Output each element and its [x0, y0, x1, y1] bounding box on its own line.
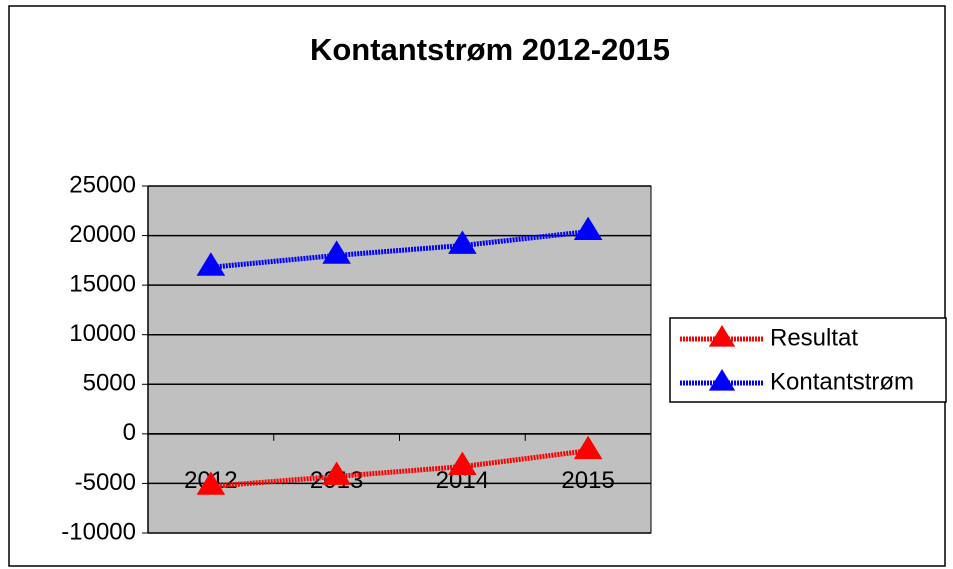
point-marker — [196, 471, 226, 495]
series-line — [210, 448, 589, 489]
y-tick-label: 5000 — [83, 370, 136, 397]
point-marker — [573, 435, 603, 460]
y-tick-label: 15000 — [69, 270, 136, 297]
y-tick-label: 20000 — [69, 221, 136, 248]
y-tick-label: 10000 — [69, 320, 136, 347]
series-line — [210, 229, 589, 270]
x-tick-label: 2015 — [561, 467, 614, 494]
point-marker — [322, 461, 351, 485]
point-marker — [448, 230, 477, 254]
legend-marker — [708, 325, 736, 347]
legend-label: Kontantstrøm — [770, 368, 914, 395]
y-tick-label: -10000 — [61, 518, 136, 545]
y-tick-label: 0 — [123, 419, 136, 446]
chart-title: Kontantstrøm 2012-2015 — [310, 32, 670, 67]
point-marker — [573, 216, 603, 241]
legend-label: Resultat — [770, 324, 858, 351]
point-marker — [448, 451, 477, 475]
point-marker — [196, 252, 226, 276]
y-tick-label: -5000 — [75, 469, 136, 496]
point-marker — [322, 240, 351, 264]
legend-marker — [708, 369, 736, 391]
y-tick-label: 25000 — [69, 171, 136, 198]
